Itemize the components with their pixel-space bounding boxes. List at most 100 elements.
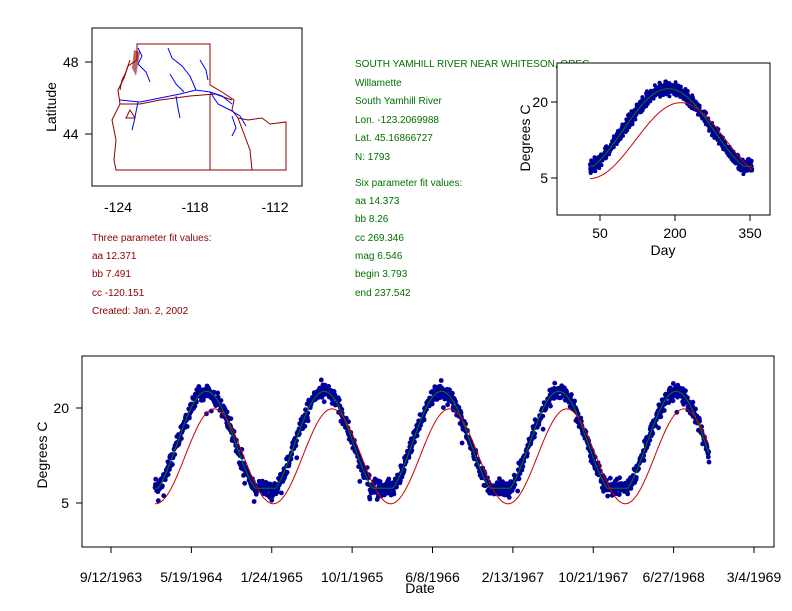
date-data-point bbox=[357, 479, 363, 484]
date-data-point bbox=[409, 448, 415, 453]
date-data-point bbox=[155, 498, 161, 504]
date-data-point bbox=[641, 458, 647, 463]
station-lon: Lon. -123.2069988 bbox=[355, 115, 439, 126]
deschutes-river bbox=[175, 95, 181, 119]
day-data-point bbox=[599, 163, 604, 168]
day-data-point bbox=[741, 166, 746, 171]
date-data-point bbox=[552, 380, 558, 386]
date-x-axis-label: Date bbox=[405, 580, 435, 596]
date-data-point bbox=[322, 382, 328, 388]
three-fit-bb: bb 7.491 bbox=[92, 269, 131, 280]
date-x-tick-label: 3/4/1969 bbox=[727, 569, 782, 585]
three-fit-aa: aa 12.371 bbox=[92, 251, 137, 262]
six-fit-header: Six parameter fit values: bbox=[355, 178, 462, 189]
map-y-tick-44: 44 bbox=[63, 126, 79, 142]
three-parameter-fit-info: Three parameter fit values: aa 12.371 bb… bbox=[92, 233, 212, 317]
day-chart-y-ticks bbox=[551, 101, 557, 179]
six-fit-begin: begin 3.793 bbox=[355, 269, 408, 280]
date-data-point bbox=[305, 418, 311, 424]
map-y-tick-48: 48 bbox=[63, 54, 79, 70]
day-data-point bbox=[745, 168, 750, 173]
day-data-point bbox=[636, 110, 641, 115]
day-data-point bbox=[644, 97, 649, 102]
date-data-point bbox=[506, 495, 512, 500]
station-n: N: 1793 bbox=[355, 152, 390, 163]
date-x-tick-label: 6/27/1968 bbox=[642, 569, 704, 585]
date-data-point bbox=[398, 478, 403, 483]
salmon-river bbox=[231, 115, 237, 137]
date-data-point bbox=[224, 409, 230, 415]
date-x-tick-label: 9/12/1963 bbox=[80, 569, 142, 585]
date-x-tick-label: 5/19/1964 bbox=[160, 569, 222, 585]
date-data-point bbox=[321, 399, 327, 405]
six-fit-end: end 237.542 bbox=[355, 288, 411, 299]
date-data-point bbox=[279, 490, 284, 496]
day-data-point bbox=[589, 158, 594, 163]
station-basin: Willamette bbox=[355, 78, 402, 89]
day-data-point bbox=[663, 79, 668, 84]
station-name: SOUTH YAMHILL RIVER NEAR WHITESON, OREG. bbox=[355, 59, 593, 70]
date-data-point bbox=[633, 475, 639, 480]
date-data-point bbox=[705, 454, 711, 460]
date-three-param-fit-line bbox=[154, 408, 710, 505]
day-data-point bbox=[695, 101, 700, 106]
date-data-point bbox=[228, 416, 234, 421]
date-data-point bbox=[683, 388, 688, 394]
columbia-river bbox=[119, 89, 233, 105]
date-data-point bbox=[438, 378, 444, 383]
date-data-point bbox=[690, 399, 696, 405]
day-data-point bbox=[678, 84, 683, 89]
date-x-tick-label: 1/24/1965 bbox=[241, 569, 303, 585]
map-x-tick-118: -118 bbox=[182, 199, 209, 215]
date-data-point bbox=[211, 389, 217, 395]
map-y-ticks bbox=[85, 61, 92, 135]
date-data-point bbox=[628, 486, 634, 491]
date-data-point bbox=[421, 417, 427, 423]
date-chart-y-ticks bbox=[76, 407, 82, 504]
date-data-point bbox=[515, 488, 521, 494]
date-data-point bbox=[540, 413, 546, 419]
puget-sound-marker bbox=[132, 50, 140, 76]
date-y-tick-5: 5 bbox=[61, 495, 69, 511]
day-data-point bbox=[657, 80, 662, 85]
date-data-point bbox=[302, 423, 308, 429]
day-data-point bbox=[678, 94, 683, 99]
yakima-river bbox=[169, 73, 185, 93]
id-mt-border bbox=[237, 117, 253, 171]
six-fit-cc: cc 269.346 bbox=[355, 233, 404, 244]
day-data-point bbox=[660, 85, 665, 90]
date-data-point bbox=[184, 424, 190, 429]
date-chart-frame bbox=[81, 355, 775, 548]
date-data-point bbox=[625, 491, 631, 497]
day-x-tick-200: 200 bbox=[663, 225, 687, 241]
station-river: South Yamhill River bbox=[355, 96, 443, 107]
date-data-point bbox=[532, 434, 537, 440]
day-data-point bbox=[628, 122, 633, 127]
washington-oregon-idaho-outline bbox=[111, 43, 287, 171]
day-data-point bbox=[720, 135, 725, 140]
date-data-point bbox=[516, 476, 522, 482]
date-data-point bbox=[429, 401, 435, 407]
day-data-point bbox=[674, 83, 679, 88]
day-data-point bbox=[592, 155, 597, 160]
map-y-axis-label: Latitude bbox=[43, 82, 59, 132]
willamette-river bbox=[131, 101, 139, 131]
day-x-axis-label: Day bbox=[651, 242, 676, 258]
date-data-point bbox=[165, 472, 171, 477]
day-data-point bbox=[716, 127, 721, 132]
day-data-point bbox=[690, 97, 695, 101]
date-data-point bbox=[445, 402, 450, 408]
day-data-point bbox=[730, 157, 735, 161]
three-fit-cc: cc -120.151 bbox=[92, 288, 145, 299]
date-data-point bbox=[253, 491, 259, 497]
day-x-tick-350: 350 bbox=[738, 225, 762, 241]
day-data-point bbox=[658, 91, 663, 96]
day-chart: 20 5 Degrees C 50 200 350 Day bbox=[517, 62, 771, 258]
day-data-point bbox=[640, 99, 645, 104]
date-y-axis-label: Degrees C bbox=[34, 422, 50, 489]
six-fit-aa: aa 14.373 bbox=[355, 196, 400, 207]
day-data-point bbox=[748, 159, 753, 164]
date-data-point bbox=[318, 377, 324, 383]
date-data-point bbox=[284, 469, 290, 475]
